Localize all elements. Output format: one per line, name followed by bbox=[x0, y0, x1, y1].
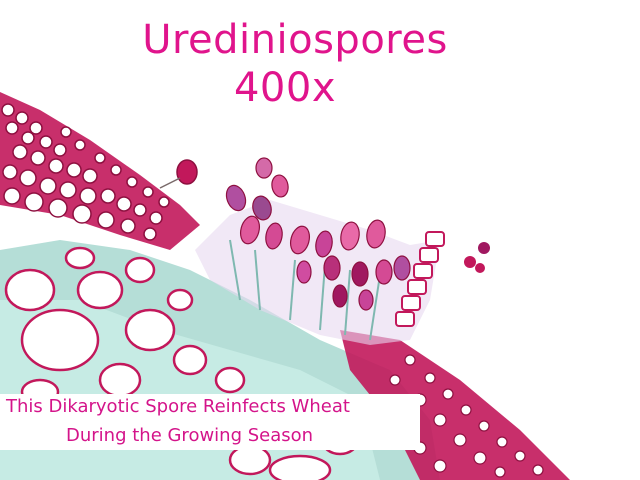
caption-line2: During the Growing Season bbox=[66, 425, 314, 446]
detached-spore-right bbox=[464, 242, 490, 273]
paraphyses-chain bbox=[395, 231, 445, 327]
caption-box bbox=[0, 394, 420, 450]
detached-spore-left bbox=[159, 159, 198, 189]
leaf-cells-lower bbox=[4, 246, 360, 480]
caption-line1: This Dikaryotic Spore Reinfects Wheat bbox=[6, 396, 350, 417]
urediniospores bbox=[225, 157, 411, 311]
title-line1: Urediniospores bbox=[142, 17, 448, 63]
spore-stalks bbox=[229, 239, 381, 341]
leaf-lower-epidermis bbox=[340, 330, 570, 480]
leaf-cells-upper bbox=[1, 103, 170, 241]
title-line2: 400x bbox=[233, 65, 337, 111]
uredinium-sorus bbox=[195, 157, 445, 345]
